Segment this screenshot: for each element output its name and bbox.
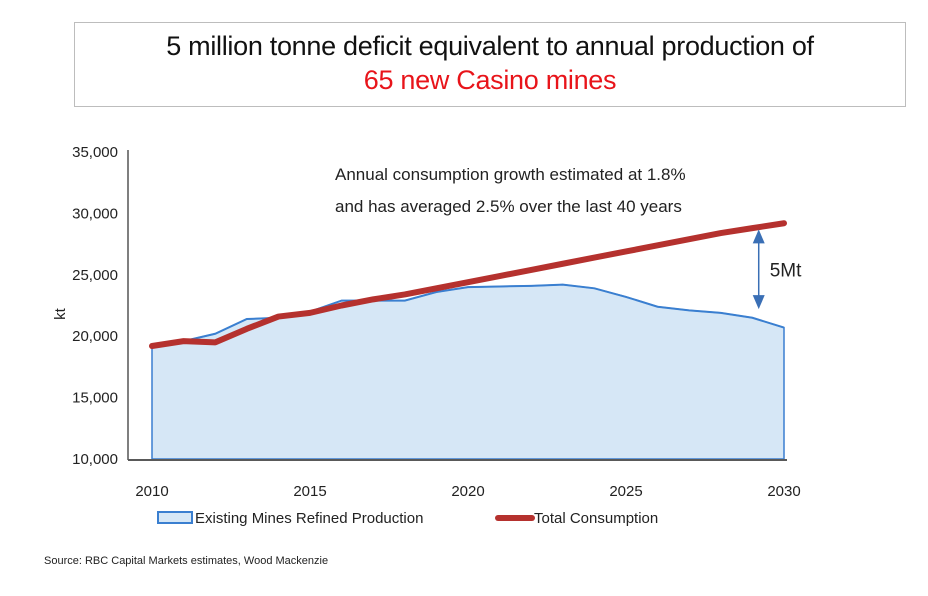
y-tick-label: 15,000 (72, 390, 118, 407)
x-tick-label: 2030 (767, 483, 800, 500)
annotation-line-2: and has averaged 2.5% over the last 40 y… (335, 197, 682, 216)
x-axis-ticks: 2010 2015 2020 2025 2030 (135, 483, 800, 500)
y-tick-label: 30,000 (72, 205, 118, 222)
x-tick-label: 2015 (293, 483, 326, 500)
annotation-line-1: Annual consumption growth estimated at 1… (335, 165, 686, 184)
legend-label-consumption: Total Consumption (534, 510, 658, 527)
x-tick-label: 2020 (451, 483, 484, 500)
y-tick-label: 10,000 (72, 451, 118, 468)
consumption-line (149, 220, 787, 350)
y-tick-label: 35,000 (72, 144, 118, 161)
y-tick-label: 20,000 (72, 328, 118, 345)
deficit-label: 5Mt (770, 260, 802, 281)
title-line-1: 5 million tonne deficit equivalent to an… (166, 31, 814, 61)
deficit-arrow (752, 229, 765, 310)
legend: Existing Mines Refined Production Total … (157, 510, 658, 527)
x-tick-label: 2010 (135, 483, 168, 500)
title-box: 5 million tonne deficit equivalent to an… (74, 22, 906, 107)
y-tick-label: 25,000 (72, 267, 118, 284)
title-line-2: 65 new Casino mines (363, 65, 617, 95)
legend-swatch-production (157, 511, 193, 524)
legend-label-production: Existing Mines Refined Production (195, 510, 423, 527)
source-note: Source: RBC Capital Markets estimates, W… (44, 555, 329, 567)
y-axis-label: kt (52, 307, 69, 320)
y-axis-ticks: 10,000 15,000 20,000 25,000 30,000 35,000 (72, 144, 118, 468)
x-tick-label: 2025 (609, 483, 642, 500)
production-line (151, 283, 785, 348)
